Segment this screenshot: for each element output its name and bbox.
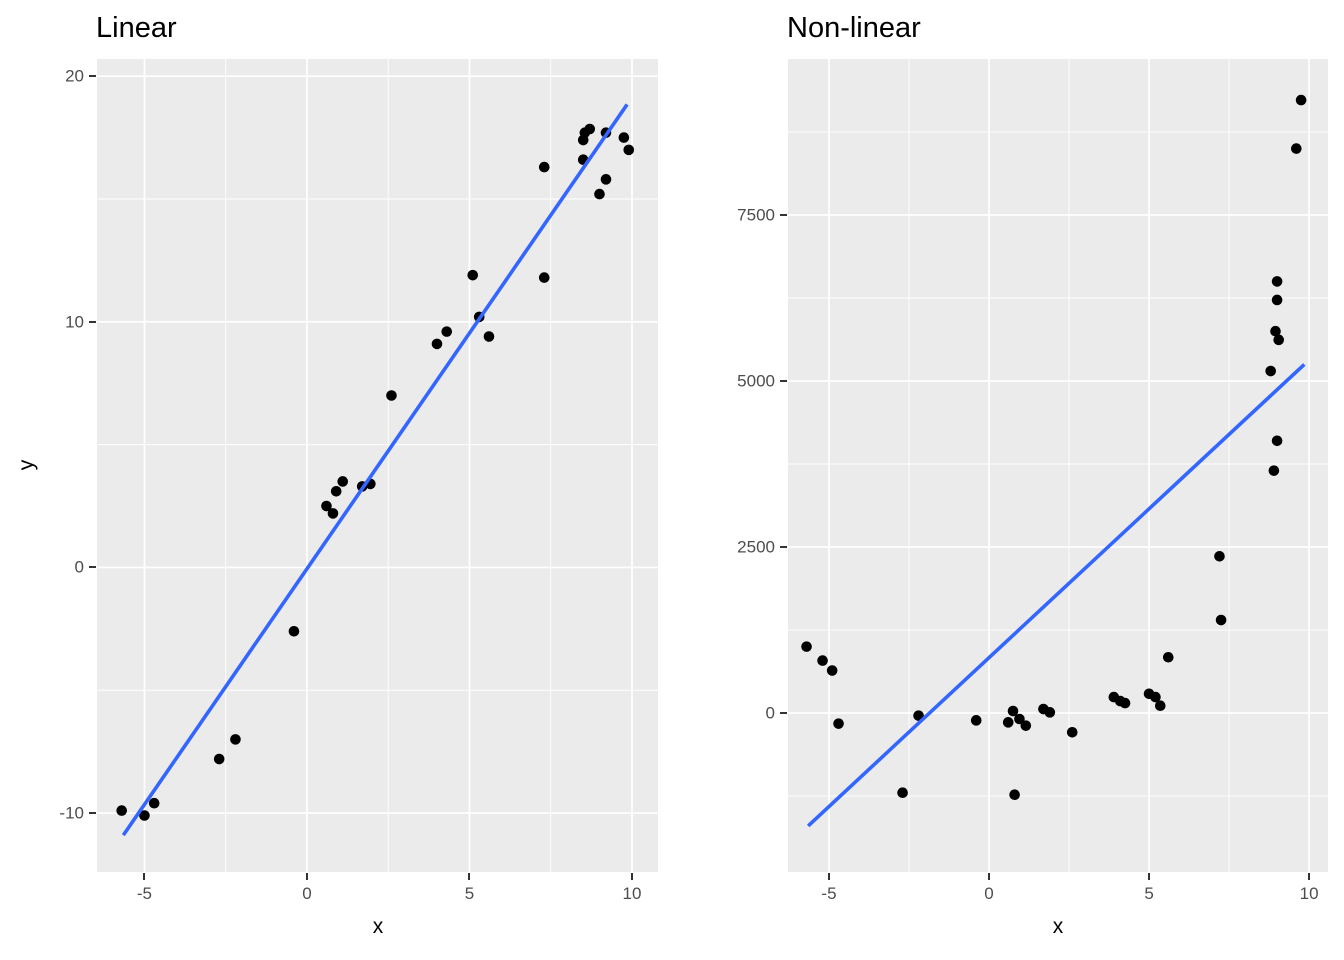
- plot-panel-non-linear: [788, 59, 1328, 872]
- data-point: [1295, 94, 1307, 106]
- y-tick-mark: [89, 812, 96, 815]
- plot-panel-linear: [97, 59, 658, 872]
- scatter-canvas-0: [97, 59, 658, 872]
- x-tick-label: 5: [464, 884, 475, 903]
- data-point: [213, 753, 225, 765]
- data-point: [148, 797, 160, 809]
- data-point: [897, 787, 908, 799]
- data-point: [1215, 614, 1227, 626]
- x-tick-mark: [827, 873, 830, 880]
- data-point: [1007, 705, 1019, 717]
- y-tick-mark: [89, 75, 96, 78]
- data-point: [1154, 700, 1166, 712]
- x-tick-label: 10: [622, 884, 642, 903]
- y-axis-title: y: [15, 459, 38, 471]
- data-point: [288, 625, 300, 637]
- data-point: [970, 715, 982, 726]
- data-point: [483, 331, 495, 342]
- data-point: [1119, 697, 1131, 709]
- y-tick-label: 5000: [737, 371, 775, 391]
- x-tick-label: 10: [1299, 884, 1319, 903]
- data-point: [1066, 726, 1078, 738]
- x-tick-label: 0: [984, 884, 994, 903]
- data-point: [1268, 465, 1280, 476]
- data-point: [330, 485, 342, 497]
- data-point: [1014, 713, 1025, 725]
- data-point: [618, 132, 630, 143]
- data-point: [1044, 707, 1056, 718]
- data-point: [1150, 691, 1161, 703]
- x-tick-label: -5: [136, 884, 153, 903]
- trend-line: [806, 363, 1306, 828]
- data-point: [1162, 651, 1174, 663]
- y-tick-mark: [780, 546, 787, 548]
- scatter-canvas-1: [788, 59, 1328, 872]
- data-point: [1271, 294, 1283, 306]
- data-point: [441, 326, 453, 337]
- y-tick-mark: [89, 320, 96, 323]
- y-tick-label: 7500: [737, 205, 775, 225]
- data-point: [327, 508, 339, 519]
- data-point: [538, 272, 550, 283]
- x-tick-mark: [1308, 873, 1311, 880]
- data-point: [1270, 325, 1281, 337]
- y-tick-mark: [780, 213, 787, 216]
- data-point: [230, 734, 241, 745]
- data-point: [1291, 143, 1302, 154]
- data-point: [1009, 789, 1020, 801]
- data-point: [833, 718, 844, 729]
- data-point: [1214, 551, 1225, 562]
- data-point: [1265, 365, 1277, 377]
- plot-title-non-linear: Non-linear: [787, 12, 921, 44]
- data-point: [623, 144, 635, 156]
- y-tick-label: -10: [59, 803, 84, 823]
- data-point: [1002, 717, 1014, 728]
- data-point: [584, 123, 596, 135]
- y-tick-label: 2500: [737, 537, 775, 557]
- data-point: [1273, 334, 1285, 346]
- data-point: [337, 476, 349, 487]
- data-point: [801, 641, 812, 652]
- y-tick-mark: [89, 566, 96, 569]
- x-tick-mark: [630, 873, 633, 880]
- data-point: [817, 655, 828, 666]
- data-point: [1271, 276, 1283, 287]
- plot-title-linear: Linear: [96, 12, 177, 44]
- y-tick-mark: [780, 379, 787, 382]
- x-tick-mark: [1148, 873, 1151, 880]
- data-point: [386, 390, 397, 401]
- x-tick-label: 0: [302, 884, 312, 903]
- data-point: [1020, 720, 1032, 731]
- y-tick-label: 20: [65, 66, 84, 86]
- trend-line: [121, 103, 629, 837]
- data-point: [600, 174, 612, 185]
- data-point: [321, 500, 332, 512]
- data-point: [826, 665, 838, 676]
- y-tick-label: 0: [765, 703, 775, 723]
- x-tick-mark: [988, 873, 991, 880]
- x-axis-title-non-linear: x: [1052, 915, 1064, 938]
- y-tick-label: 0: [74, 557, 84, 577]
- y-tick-label: 10: [65, 312, 84, 332]
- x-tick-mark: [143, 873, 146, 880]
- data-point: [1271, 435, 1283, 447]
- x-tick-mark: [468, 873, 471, 880]
- data-point: [467, 269, 479, 281]
- data-point: [538, 161, 550, 173]
- x-tick-label: -5: [821, 884, 837, 903]
- y-tick-mark: [780, 712, 787, 715]
- x-tick-label: 5: [1144, 884, 1154, 903]
- x-tick-mark: [305, 873, 308, 880]
- x-axis-title-linear: x: [372, 915, 384, 938]
- data-point: [139, 810, 150, 821]
- data-point: [116, 805, 128, 816]
- data-point: [594, 188, 605, 200]
- data-point: [431, 338, 443, 350]
